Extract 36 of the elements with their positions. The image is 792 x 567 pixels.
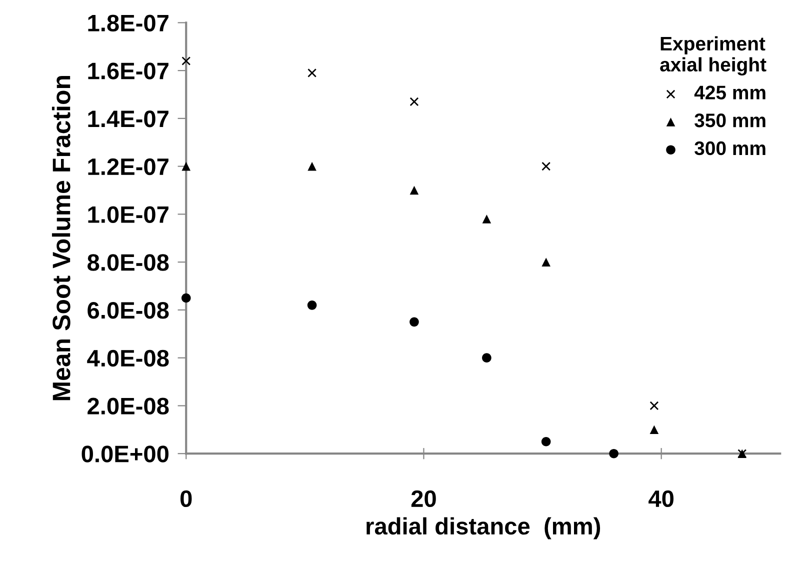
point (308, 68, 317, 78)
point (609, 448, 618, 458)
y-tick-label: 8.0E-08 (88, 254, 169, 271)
y-tick-label: 0.0E+00 (82, 446, 168, 462)
point (181, 293, 191, 303)
y-tick-label: 1.0E-07 (88, 206, 168, 223)
legend-title: Experiment axial height (660, 36, 766, 76)
point (410, 97, 419, 106)
y-tick-label: 1.4E-07 (88, 110, 168, 128)
y-tick-label: 6.0E-08 (88, 302, 169, 319)
x-tick-label: 20 (411, 490, 436, 508)
point (410, 317, 419, 327)
point (410, 186, 419, 195)
y-tick-label: 1.6E-07 (88, 62, 168, 80)
legend-label: 425 mm (694, 86, 766, 100)
legend-label: 300 mm (694, 141, 766, 156)
point (308, 162, 316, 171)
point (541, 436, 551, 446)
point (542, 258, 550, 266)
point (307, 300, 317, 310)
x-tick-label: 40 (648, 490, 674, 508)
point (482, 214, 492, 224)
x-tick-label: 0 (180, 490, 192, 508)
x-axis-title: radial distance (mm) (366, 517, 600, 540)
y-axis-title: Mean Soot Volume Fraction (52, 76, 70, 400)
y-tick-label: 2.0E-08 (88, 398, 169, 415)
legend-label: 350 mm (694, 114, 766, 128)
point (650, 425, 659, 434)
point (182, 162, 191, 171)
point (542, 162, 551, 171)
y-tick-label: 1.8E-07 (88, 14, 168, 32)
y-tick-label: 4.0E-08 (87, 350, 169, 367)
point (182, 56, 191, 66)
y-tick-label: 1.2E-07 (88, 158, 168, 176)
point (482, 353, 492, 362)
point (650, 401, 659, 410)
